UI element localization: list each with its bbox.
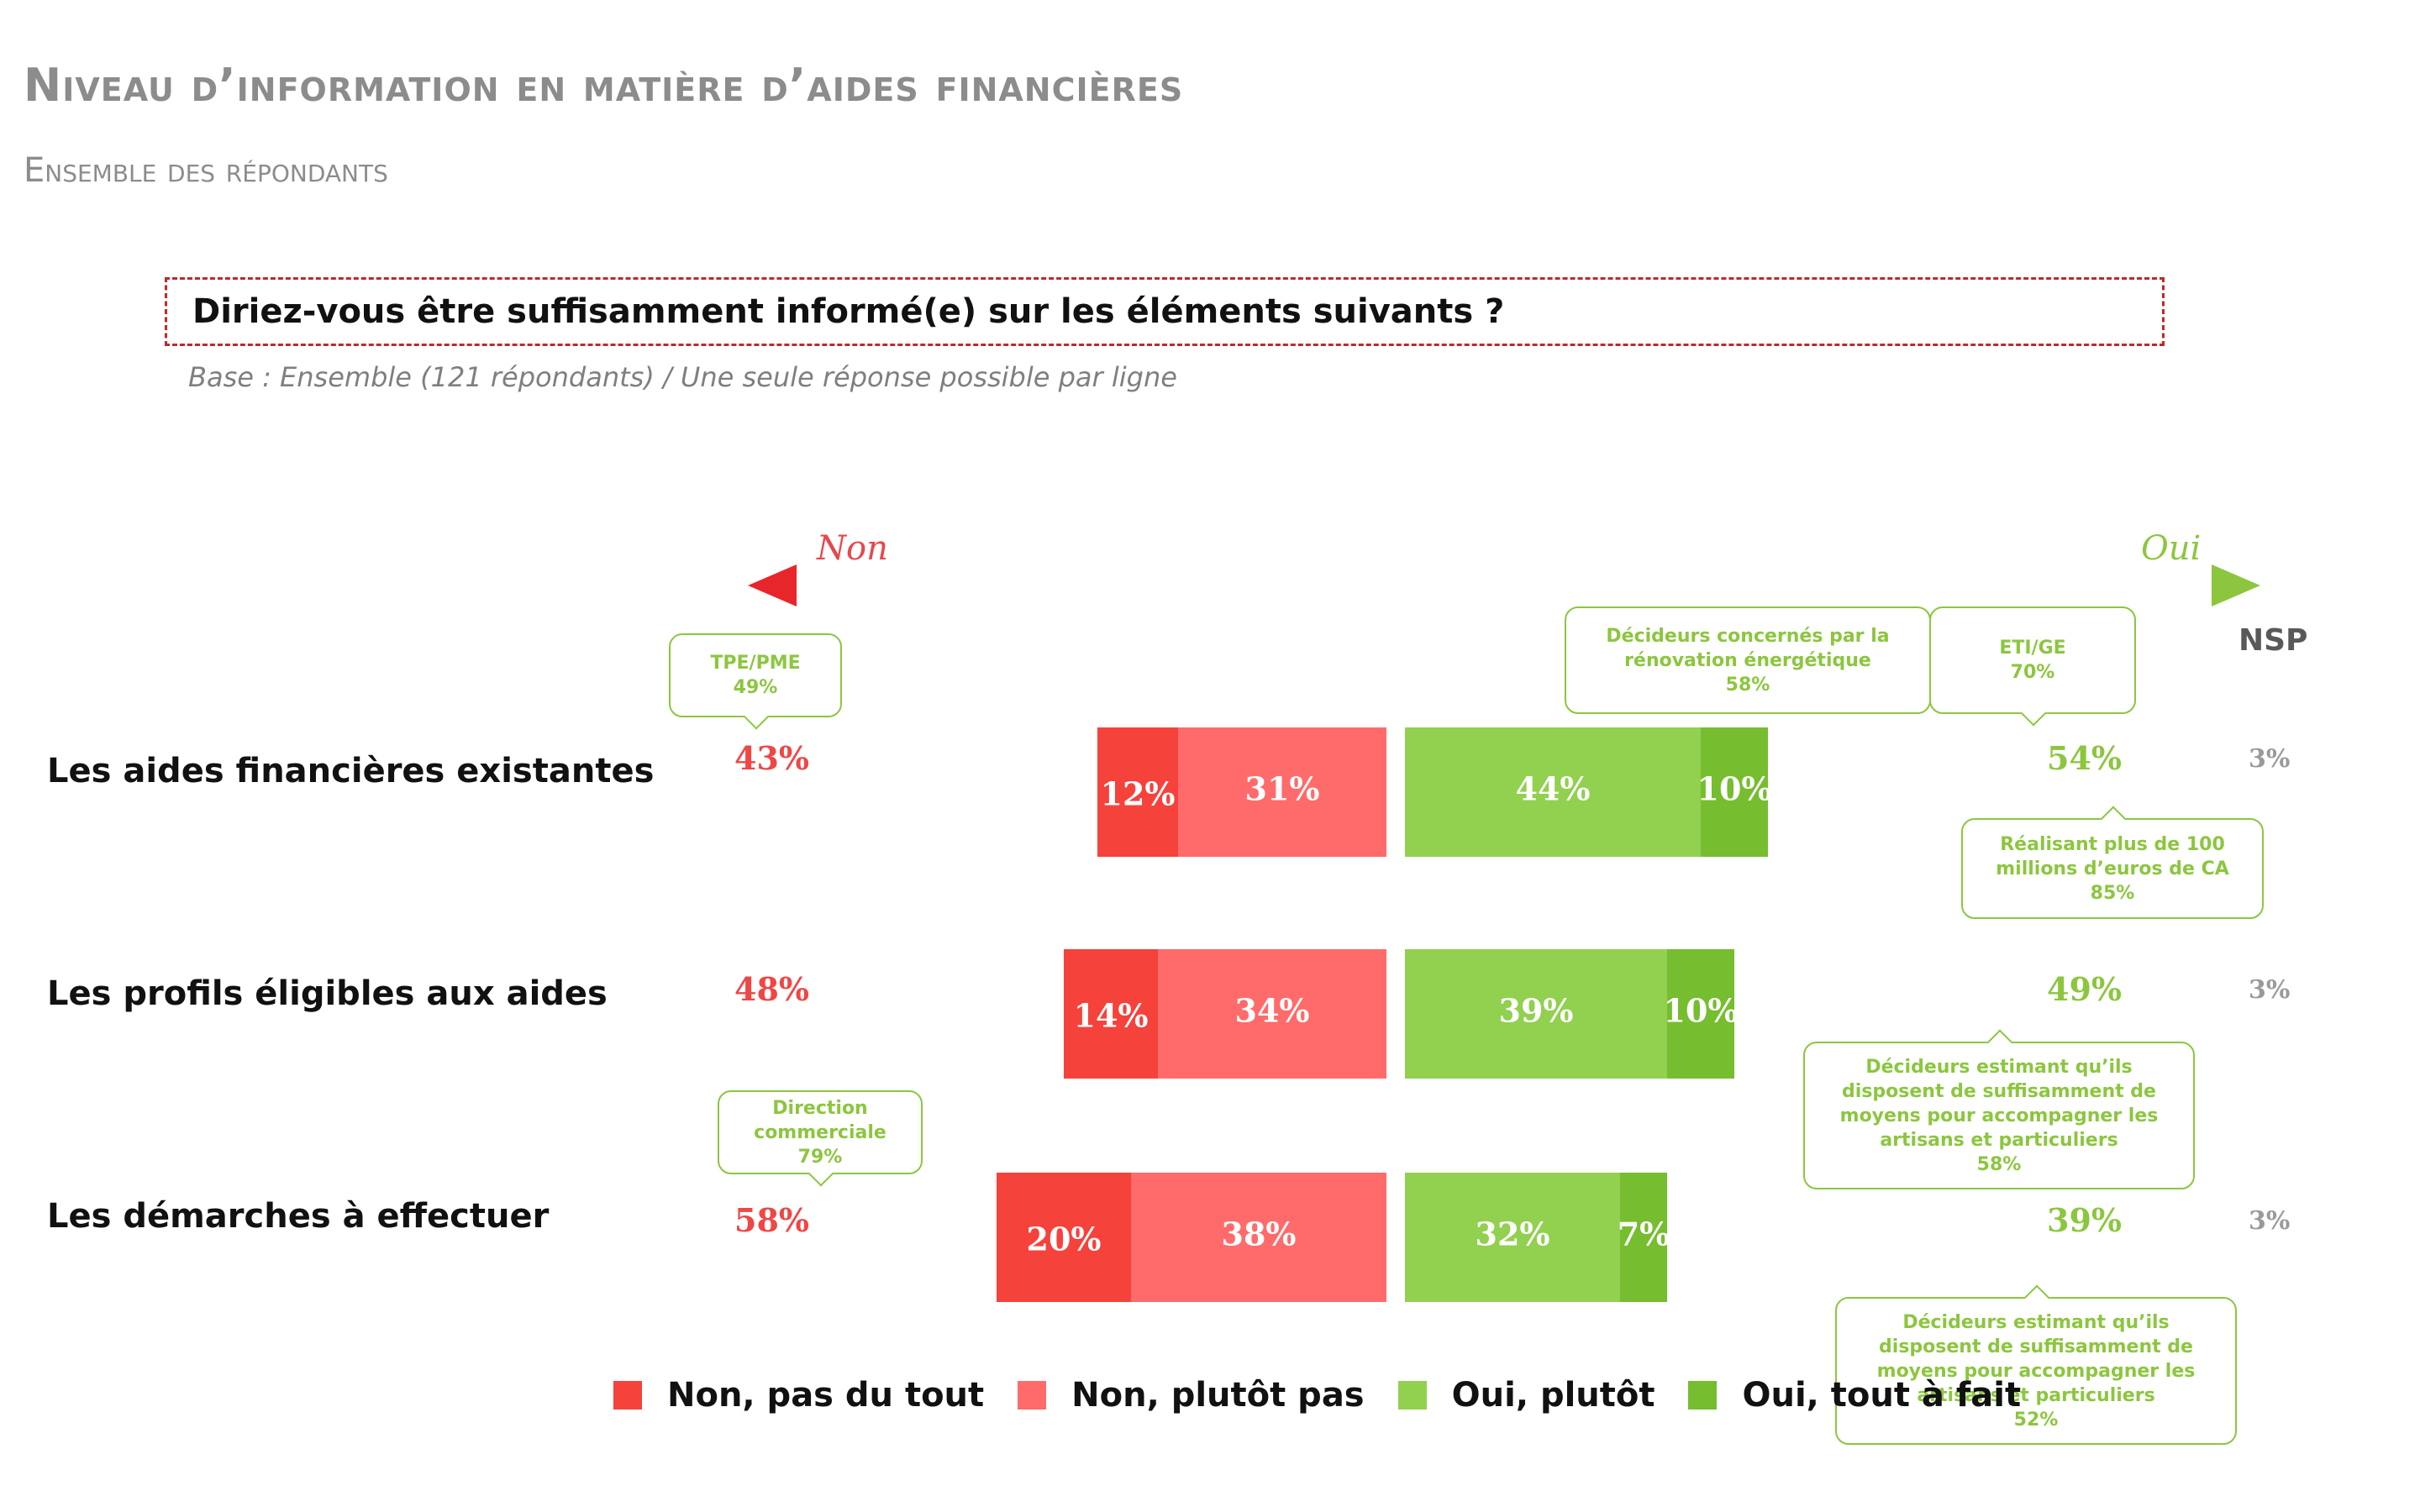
bar-value-label: 44% bbox=[1516, 770, 1591, 808]
total-non: 48% bbox=[734, 970, 809, 1008]
bar-oui-plutot bbox=[1405, 949, 1667, 1079]
row-label: Les démarches à effectuer bbox=[47, 1197, 550, 1236]
nsp-value: 3% bbox=[2249, 975, 2291, 1005]
bar-value-label: 38% bbox=[1222, 1215, 1297, 1253]
legend-swatch bbox=[1018, 1381, 1047, 1410]
legend-label: Non, plutôt pas bbox=[1071, 1376, 1365, 1415]
bar-value-label: 10% bbox=[1664, 992, 1739, 1030]
bar-oui-plutot bbox=[1405, 727, 1701, 857]
bar-value-label: 10% bbox=[1697, 770, 1772, 808]
callout-text: Direction commerciale 79% bbox=[754, 1097, 886, 1168]
question-box: Diriez-vous être suffisamment informé(e)… bbox=[165, 277, 2165, 346]
legend-item: Oui, plutôt bbox=[1397, 1376, 1655, 1415]
legend-label: Oui, plutôt bbox=[1451, 1376, 1655, 1415]
callout-ca-100m: Réalisant plus de 100 millions d’euros d… bbox=[1961, 818, 2264, 919]
bar-value-label: 7% bbox=[1618, 1215, 1670, 1253]
base-note: Base : Ensemble (121 répondants) / Une s… bbox=[188, 361, 1177, 393]
legend-swatch bbox=[1688, 1381, 1718, 1410]
arrow-right-icon bbox=[2212, 564, 2260, 606]
callout-moyens-58: Décideurs estimant qu’ils disposent de s… bbox=[1803, 1042, 2195, 1189]
total-oui: 49% bbox=[2047, 970, 2122, 1008]
nsp-value: 3% bbox=[2249, 1206, 2291, 1236]
nsp-header: NSP bbox=[2238, 623, 2308, 658]
bar-value-label: 12% bbox=[1101, 775, 1176, 813]
callout-text: ETI/GE 70% bbox=[1999, 638, 2066, 683]
legend-label: Non, pas du tout bbox=[667, 1376, 985, 1415]
legend: Non, pas du tout Non, plutôt pas Oui, pl… bbox=[613, 1376, 2054, 1415]
axis-label-non: Non bbox=[817, 529, 888, 568]
bar-value-label: 14% bbox=[1074, 997, 1149, 1035]
callout-moyens-52: Décideurs estimant qu’ils disposent de s… bbox=[1835, 1297, 2237, 1445]
total-non: 43% bbox=[734, 739, 809, 777]
bar-non-plutot-pas bbox=[1178, 727, 1386, 857]
arrow-left-icon bbox=[748, 564, 797, 606]
callout-text: Réalisant plus de 100 millions d’euros d… bbox=[1996, 833, 2229, 904]
total-oui: 54% bbox=[2047, 739, 2122, 777]
bar-oui-plutot bbox=[1405, 1173, 1620, 1302]
nsp-value: 3% bbox=[2249, 744, 2291, 774]
bar-non-pas-du-tout bbox=[1097, 727, 1178, 857]
legend-swatch bbox=[613, 1381, 642, 1410]
bar-oui-tout-a-fait bbox=[1667, 949, 1734, 1079]
legend-item: Oui, tout à fait bbox=[1688, 1376, 2021, 1415]
callout-tpe-pme: TPE/PME 49% bbox=[669, 633, 842, 717]
bar-oui-tout-a-fait bbox=[1701, 727, 1768, 857]
bar-value-label: 39% bbox=[1499, 992, 1574, 1030]
page-subtitle: Ensemble des répondants bbox=[24, 151, 388, 190]
bar-oui-tout-a-fait bbox=[1620, 1173, 1667, 1302]
legend-swatch bbox=[1397, 1381, 1427, 1410]
row-label: Les aides financières existantes bbox=[47, 752, 655, 790]
callout-text: Décideurs estimant qu’ils disposent de s… bbox=[1839, 1056, 2159, 1175]
callout-text: TPE/PME 49% bbox=[710, 653, 801, 698]
total-oui: 39% bbox=[2047, 1201, 2122, 1239]
page-title: Niveau d’information en matière d’aides … bbox=[24, 59, 1184, 112]
row-label: Les profils éligibles aux aides bbox=[47, 974, 608, 1013]
legend-label: Oui, tout à fait bbox=[1742, 1376, 2022, 1415]
legend-item: Non, plutôt pas bbox=[1018, 1376, 1365, 1415]
bar-non-pas-du-tout bbox=[1064, 949, 1158, 1079]
total-non: 58% bbox=[734, 1201, 809, 1239]
callout-text: Décideurs estimant qu’ils disposent de s… bbox=[1876, 1311, 2196, 1431]
bar-non-plutot-pas bbox=[1158, 949, 1386, 1079]
callout-renovation: Décideurs concernés par la rénovation én… bbox=[1565, 606, 1931, 714]
callout-text: Décideurs concernés par la rénovation én… bbox=[1606, 625, 1890, 696]
bar-value-label: 31% bbox=[1245, 770, 1320, 808]
bar-value-label: 34% bbox=[1235, 992, 1310, 1030]
bars-group: 12% 31% 44% 10% 14% 34% 39% 10% 20% 38% 32% 7% bbox=[997, 727, 1772, 1302]
question-text: Diriez-vous être suffisamment informé(e)… bbox=[192, 292, 1505, 331]
legend-item: Non, pas du tout bbox=[613, 1376, 984, 1415]
bar-non-plutot-pas bbox=[1131, 1173, 1386, 1302]
axis-label-oui: Oui bbox=[2141, 529, 2202, 568]
bar-value-label: 32% bbox=[1476, 1215, 1550, 1253]
callout-direction-commerciale: Direction commerciale 79% bbox=[718, 1090, 923, 1174]
bar-value-label: 20% bbox=[1027, 1221, 1102, 1258]
bar-non-pas-du-tout bbox=[997, 1173, 1131, 1302]
callout-eti-ge: ETI/GE 70% bbox=[1929, 606, 2136, 714]
